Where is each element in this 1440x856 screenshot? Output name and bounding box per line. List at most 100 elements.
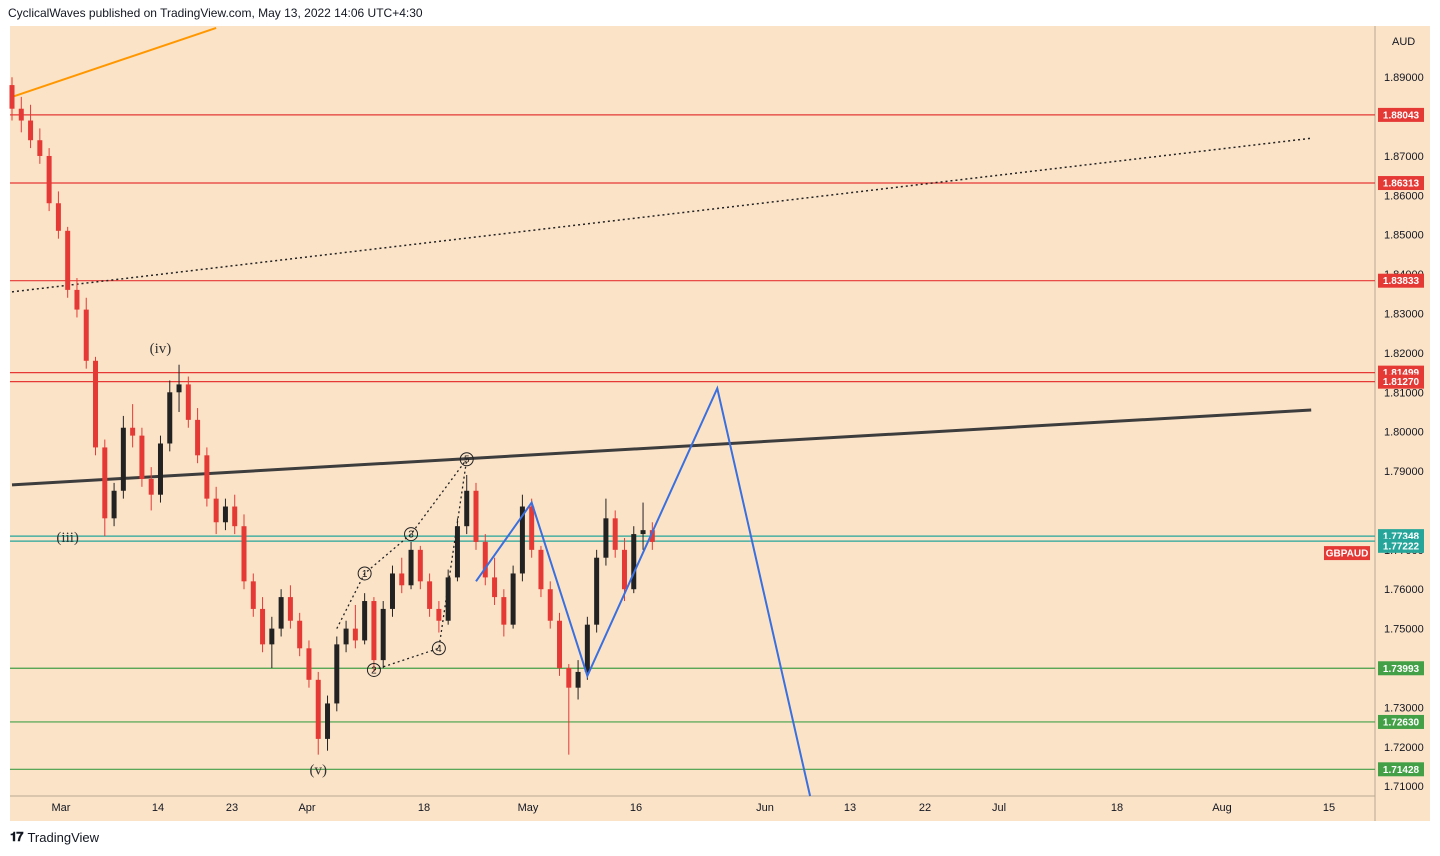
wave-label: (iv) [150, 341, 172, 357]
wave-circle-label: 4 [436, 644, 442, 655]
candle-body [631, 534, 637, 590]
price-tick-label: 1.86000 [1384, 190, 1424, 202]
price-badge-label: 1.88043 [1383, 110, 1420, 121]
wave-circle-label: 5 [464, 455, 470, 466]
currency-label: AUD [1392, 36, 1415, 48]
candle-body [334, 644, 340, 704]
time-axis[interactable]: Mar 14 23 Apr 18 May 16 Jun 13 22 Jul 18 Aug 15 [52, 802, 1336, 814]
candle-body [297, 620, 303, 649]
candle-body [315, 679, 321, 739]
candle-body [529, 506, 535, 550]
candle-body [9, 85, 15, 109]
candle-body [649, 530, 655, 542]
projection-zigzag [475, 385, 812, 797]
time-tick-label: May [518, 802, 539, 814]
candle-body [519, 506, 525, 574]
candle-body [445, 577, 451, 621]
candle-body [417, 549, 423, 582]
price-badge-label: 1.81499 [1383, 368, 1420, 379]
candle-body [278, 597, 284, 629]
time-tick-label: 14 [152, 802, 164, 814]
price-badge [1378, 176, 1424, 191]
price-badge [1378, 538, 1424, 553]
candle-body [399, 573, 405, 586]
wave-label: (iii) [56, 530, 79, 546]
candle-body [621, 549, 627, 590]
wave-circle [459, 452, 474, 467]
price-badge-label: 1.83833 [1383, 276, 1420, 287]
orange-trendline [11, 27, 217, 98]
candle-body [464, 490, 470, 527]
price-axis-background[interactable] [1375, 26, 1430, 821]
candle-body [18, 108, 24, 121]
candle-body [120, 427, 126, 491]
time-tick-label: 23 [226, 802, 238, 814]
plot-background [10, 26, 1375, 821]
wave-circle [431, 641, 446, 656]
candle-body [232, 506, 238, 527]
candle-body [176, 384, 182, 393]
candle-body [492, 577, 498, 598]
publisher-header: CyclicalWaves published on TradingView.c… [8, 6, 423, 20]
price-tick-label: 1.89000 [1384, 72, 1424, 84]
price-tick-label: 1.75000 [1384, 624, 1424, 636]
wave-circle-label: 1 [362, 569, 368, 580]
price-badge [1378, 374, 1424, 389]
price-tick-label: 1.76000 [1384, 584, 1424, 596]
time-tick-label: 15 [1323, 802, 1335, 814]
dark-trendline [11, 408, 1312, 487]
wave-circle [404, 527, 419, 542]
price-badge [1378, 273, 1424, 288]
candle-body [343, 628, 349, 645]
candle-body [603, 518, 609, 558]
candle-body [250, 581, 256, 609]
candle-body [185, 384, 191, 420]
candle-body [584, 624, 590, 672]
candle-body [325, 703, 331, 739]
price-tick-label: 1.83000 [1384, 309, 1424, 321]
candle-body [74, 289, 80, 310]
price-badge [1378, 762, 1424, 777]
symbol-badge [1324, 546, 1370, 561]
candle-body [352, 628, 358, 641]
candle-body [454, 526, 460, 578]
price-badge-label: 1.86313 [1383, 179, 1420, 190]
candle-body [501, 597, 507, 625]
candle-body [93, 360, 99, 448]
time-tick-label: 18 [418, 802, 430, 814]
price-badge [1378, 661, 1424, 676]
candle-body [167, 392, 173, 444]
price-tick-label: 1.82000 [1384, 348, 1424, 360]
price-tick-label: 1.79000 [1384, 466, 1424, 478]
price-badge [1378, 107, 1424, 122]
candle-body [65, 230, 71, 290]
horizontal-levels [10, 114, 1375, 770]
candle-body [557, 620, 563, 668]
candlesticks [9, 77, 655, 755]
tradingview-logo-icon: ⁠𝟏𝟕 [10, 829, 24, 844]
candle-body [306, 648, 312, 680]
time-tick-label: Apr [298, 802, 315, 814]
candle-body [102, 447, 108, 519]
symbol-badge-label: GBPAUD [1326, 549, 1369, 560]
price-badge-label: 1.72630 [1383, 717, 1420, 728]
candle-body [28, 120, 34, 141]
candle-body [538, 549, 544, 590]
price-badge [1378, 714, 1424, 729]
price-badge-label: 1.71428 [1383, 765, 1420, 776]
candle-body [46, 155, 52, 204]
price-tick-label: 1.85000 [1384, 230, 1424, 242]
candle-body [111, 490, 117, 519]
footer-brand-text: TradingView [27, 829, 100, 845]
price-badge-label: 1.77222 [1383, 541, 1420, 552]
price-tick-label: 1.81000 [1384, 387, 1424, 399]
price-tick-label: 1.72000 [1384, 742, 1424, 754]
candle-body [222, 506, 228, 523]
time-tick-label: Aug [1212, 802, 1232, 814]
wave-channel-upper [336, 458, 468, 629]
price-tick-label: 1.80000 [1384, 427, 1424, 439]
candle-body [473, 490, 479, 542]
price-badge-label: 1.81270 [1383, 377, 1420, 388]
